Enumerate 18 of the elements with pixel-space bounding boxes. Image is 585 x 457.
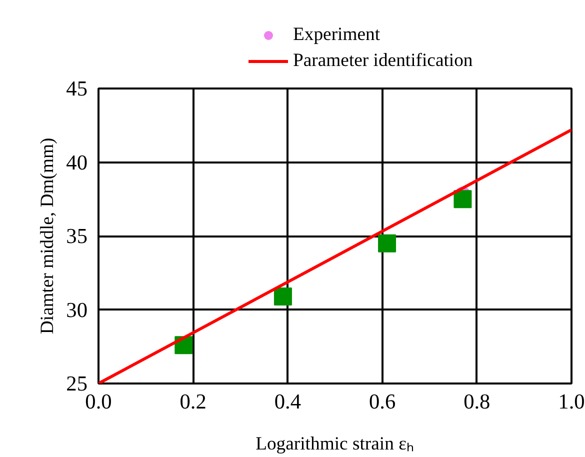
x-axis-title: Logarithmic strain εₕ xyxy=(256,434,414,454)
y-tick-label: 35 xyxy=(66,224,88,248)
point xyxy=(378,234,396,252)
x-tick-label: 0.8 xyxy=(464,390,490,414)
y-tick-label: 45 xyxy=(66,76,88,100)
y-tick-label: 25 xyxy=(66,372,88,396)
y-tick-label: 30 xyxy=(66,298,88,322)
x-tick-label: 0.0 xyxy=(85,390,112,414)
x-tick-label: 0.4 xyxy=(274,390,302,414)
x-tick-label: 0.6 xyxy=(368,390,396,414)
y-axis-title: Diamter middle, Dm(mm) xyxy=(37,138,58,334)
point xyxy=(274,287,292,306)
x-tick-label: 0.2 xyxy=(180,390,206,414)
legend-label: Experiment xyxy=(293,24,380,46)
x-tick-label: 1.0 xyxy=(558,390,585,414)
y-tick-label: 40 xyxy=(66,150,88,174)
legend-label: Parameter identification xyxy=(293,50,473,72)
point xyxy=(454,190,472,208)
